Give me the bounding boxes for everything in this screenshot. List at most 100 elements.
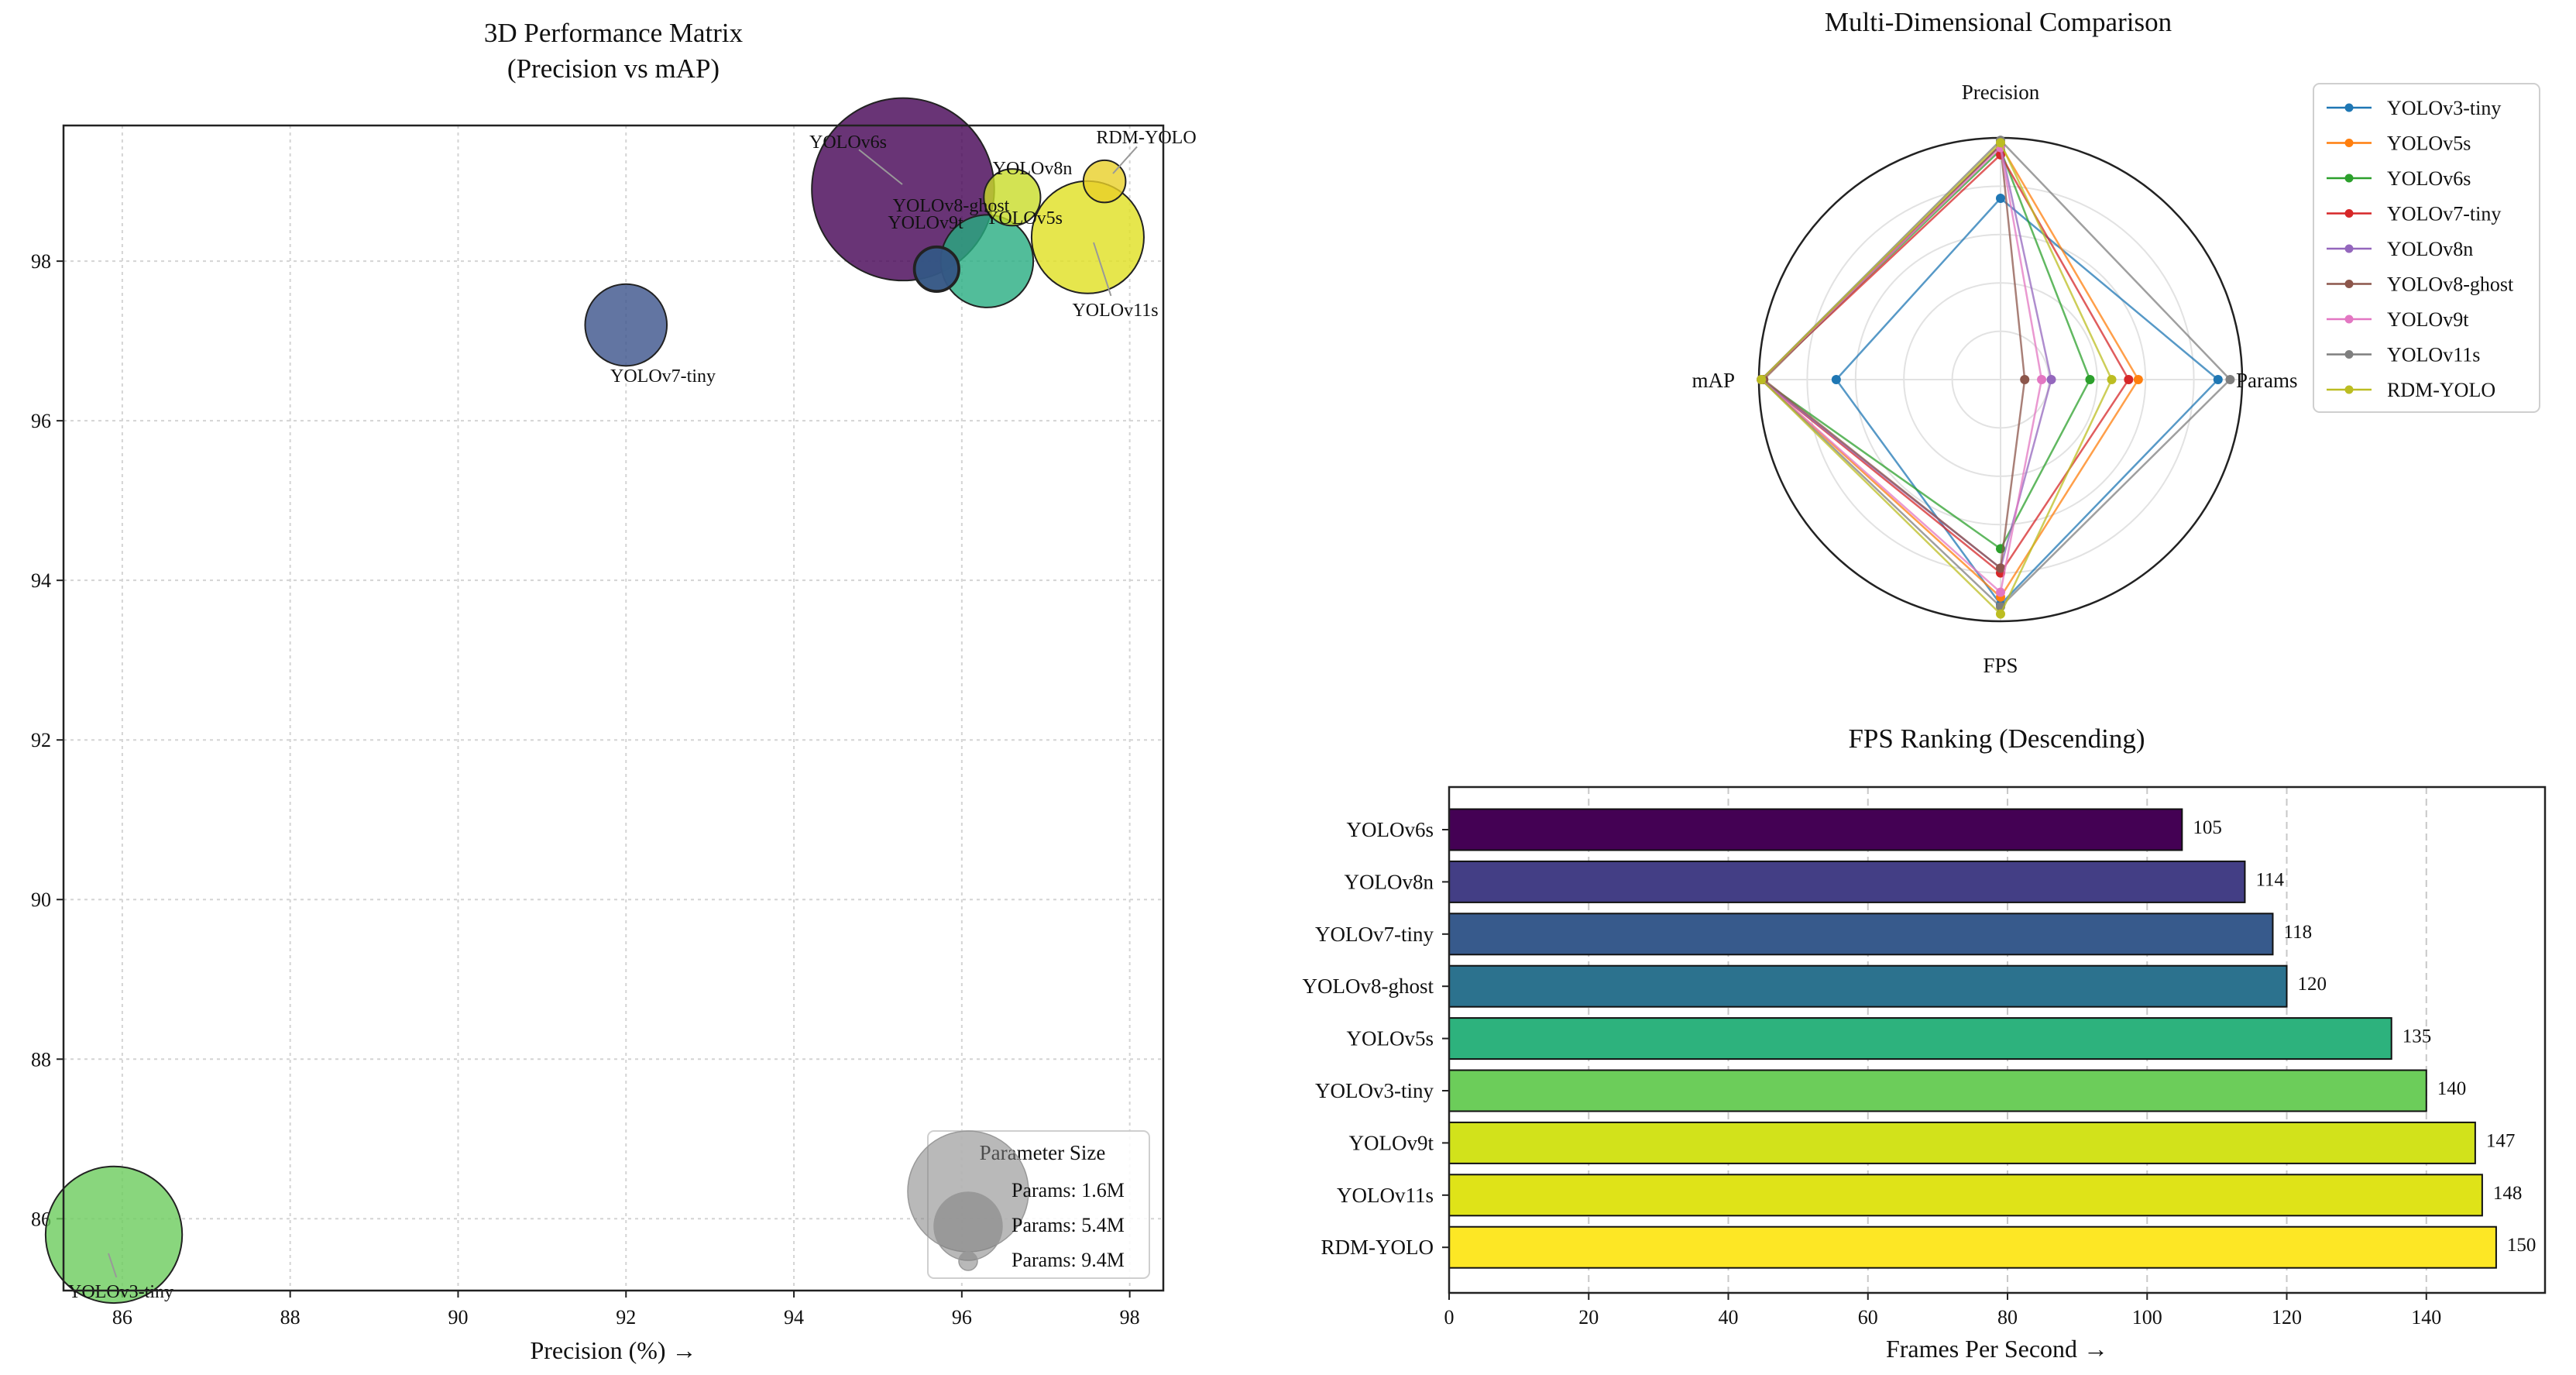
legend-marker (2344, 315, 2354, 324)
bar-value-label: 114 (2255, 869, 2284, 890)
point-annotation: YOLOv11s (1072, 301, 1158, 321)
legend-entry-label: YOLOv9t (2387, 308, 2469, 331)
radar-point (2124, 375, 2134, 384)
x-tick-label: 0 (1444, 1306, 1455, 1329)
radar-point (1757, 375, 1767, 384)
radar-axis-label: Precision (1962, 81, 2040, 104)
bubble-point (914, 246, 960, 292)
legend-entry-label: RDM-YOLO (2387, 379, 2495, 401)
radar-point (1996, 194, 2005, 203)
y-tick-label: 94 (31, 569, 51, 592)
chart-title: 3D Performance Matrix (484, 18, 744, 48)
radar-series-line (1835, 197, 2220, 607)
legend-marker (2344, 103, 2354, 112)
plot-frame (1448, 785, 2547, 1294)
x-tick-label: 86 (112, 1306, 132, 1329)
radar-point (1831, 375, 1841, 384)
x-tick-label: 60 (1858, 1306, 1878, 1329)
legend-marker (2344, 244, 2354, 253)
radar-point (1996, 587, 2005, 597)
fps-bar (1448, 808, 2183, 851)
radar-point (2046, 375, 2056, 384)
bar-value-label: 148 (2493, 1183, 2523, 1204)
annotation-arrow (1093, 242, 1112, 297)
point-annotation: YOLOv8-ghost (893, 196, 1010, 216)
x-tick-label: 88 (280, 1306, 301, 1329)
y-tick-label: YOLOv3-tiny (1315, 1079, 1434, 1102)
fps-bar (1448, 964, 2288, 1008)
y-tick-label: YOLOv7-tiny (1315, 923, 1434, 946)
bar-value-label: 118 (2284, 922, 2313, 943)
fps-bar (1448, 1069, 2427, 1112)
legend-marker (2344, 350, 2354, 359)
x-tick-label: 94 (784, 1306, 804, 1329)
legend-entry-label: YOLOv5s (2387, 132, 2471, 155)
legend-entry-label: YOLOv11s (2387, 344, 2480, 366)
radar-point (2085, 375, 2095, 384)
fps-bar (1448, 913, 2274, 956)
x-tick-label: 20 (1578, 1306, 1599, 1329)
y-tick-label: 96 (31, 410, 51, 432)
scatter-panel: 86 88 90 92 94 96 9886889092949698YOLOv6sYOLOv… (31, 18, 1197, 1364)
point-annotation: YOLOv5s (985, 208, 1063, 229)
radar-point (2133, 375, 2143, 384)
radar-series-line (1760, 139, 2232, 609)
bar-value-label: 135 (2403, 1026, 2432, 1047)
x-tick-label: 40 (1719, 1306, 1739, 1329)
radar-point (2037, 375, 2047, 384)
legend-entry-label: YOLOv8-ghost (2387, 273, 2514, 296)
y-tick-label: 92 (31, 729, 51, 751)
radar-point (1996, 138, 2005, 148)
x-tick-label: 98 (1120, 1306, 1140, 1329)
x-tick-label: 140 (2411, 1306, 2441, 1329)
point-annotation: RDM-YOLO (1096, 128, 1196, 148)
legend-entry-label: Params: 5.4M (1012, 1214, 1125, 1236)
fps-bar (1448, 1121, 2476, 1164)
radar-point (2107, 375, 2117, 384)
fps-bar (1448, 1017, 2392, 1060)
y-tick-label: 90 (31, 889, 51, 911)
legend-entry-label: YOLOv7-tiny (2387, 203, 2501, 225)
bar-value-label: 105 (2193, 817, 2222, 838)
y-tick-label: YOLOv5s (1347, 1027, 1434, 1050)
point-annotation: YOLOv7-tiny (610, 366, 716, 387)
legend-marker (2344, 174, 2354, 183)
legend-entry-label: YOLOv3-tiny (2387, 97, 2501, 119)
x-tick-label: 96 (952, 1306, 972, 1329)
bubble-point (584, 283, 668, 367)
chart-title: Multi-Dimensional Comparison (1825, 7, 2172, 37)
radar-point (1996, 563, 2005, 573)
radar-point (2225, 375, 2235, 384)
bubble-point (44, 1165, 184, 1305)
legend-marker (2344, 280, 2354, 288)
radar-point (2213, 375, 2223, 384)
radar-panel: Multi-Dimensional Comparison Precision Par… (1692, 7, 2540, 677)
chart-subtitle: (Precision vs mAP) (507, 53, 720, 84)
annotation-arrow (108, 1253, 118, 1278)
fps-bar (1448, 1225, 2497, 1269)
legend-entry-label: Params: 9.4M (1012, 1249, 1125, 1271)
radar-series-line (1760, 148, 2091, 551)
y-tick-label: YOLOv11s (1337, 1184, 1434, 1207)
bubble-point (1030, 180, 1145, 294)
legend-marker (2344, 139, 2354, 147)
radar-axis-label: mAP (1692, 369, 1735, 392)
fps-bar-panel: FPS Ranking (Descending) 0 20 40 60 80 100 120 1… (1303, 724, 2547, 1363)
chart-title: FPS Ranking (Descending) (1848, 724, 2145, 754)
legend-size-marker (958, 1251, 978, 1271)
y-tick-label: 88 (31, 1048, 51, 1071)
x-tick-label: 100 (2132, 1306, 2162, 1329)
radar-axis-label: FPS (1983, 654, 2018, 677)
annotation-arrow (858, 149, 903, 185)
y-tick-label: RDM-YOLO (1321, 1236, 1434, 1259)
fps-bar (1448, 860, 2246, 903)
annotation-arrow (1112, 146, 1138, 174)
plot-frame (62, 124, 1165, 1292)
bar-value-label: 150 (2507, 1235, 2537, 1256)
y-tick-label: 98 (31, 250, 51, 273)
x-tick-label: 80 (1997, 1306, 2018, 1329)
x-axis-label: Precision (%) → (530, 1336, 696, 1364)
legend-marker (2344, 209, 2354, 218)
